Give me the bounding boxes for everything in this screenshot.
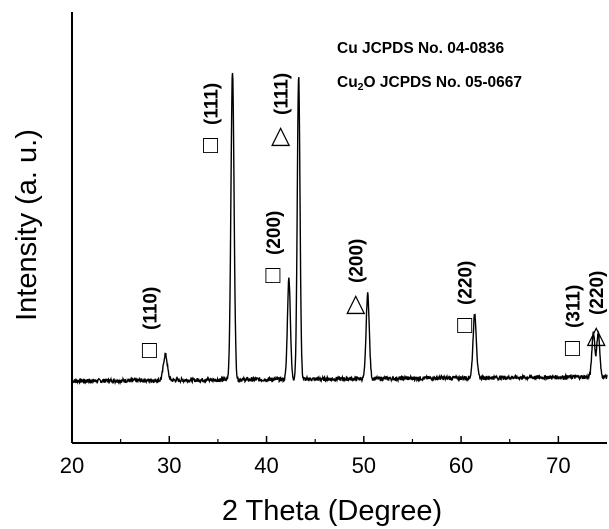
- peak-hkl-label: (220): [456, 261, 477, 305]
- square-marker-icon: □: [265, 261, 281, 289]
- x-axis-title: 2 Theta (Degree): [222, 495, 442, 527]
- peak-annotation: △ (220): [587, 271, 609, 349]
- triangle-marker-icon: △: [271, 121, 291, 149]
- legend-entry: Cu2O JCPDS No. 05-0667: [337, 74, 522, 93]
- triangle-marker-icon: △: [346, 289, 366, 317]
- xrd-series-line: [71, 72, 608, 386]
- square-marker-icon: □: [142, 336, 158, 364]
- peak-annotation: △ (111): [271, 73, 293, 149]
- square-marker-icon: □: [203, 131, 219, 159]
- peak-annotations: □ (110) □ (111) □ (200) △ (111) △ (200) □ (220) □ (31…: [140, 73, 608, 364]
- x-tick-label: 70: [546, 453, 570, 478]
- triangle-marker-icon: △: [587, 321, 607, 349]
- peak-annotation: □ (200): [264, 211, 285, 289]
- peak-hkl-label: (220): [587, 271, 608, 315]
- x-tick-label: 40: [254, 453, 278, 478]
- square-marker-icon: □: [457, 311, 473, 339]
- y-axis-title: Intensity (a. u.): [11, 129, 43, 321]
- square-marker-icon: □: [565, 334, 581, 362]
- legend: Cu JCPDS No. 04-0836 Cu2O JCPDS No. 05-06…: [337, 40, 522, 93]
- peak-hkl-label: (311): [563, 285, 584, 328]
- legend-entry: Cu JCPDS No. 04-0836: [337, 40, 504, 57]
- x-tick-label: 20: [60, 453, 84, 478]
- peak-hkl-label: (110): [140, 287, 161, 330]
- x-tick-label: 50: [352, 453, 376, 478]
- peak-annotation: △ (200): [346, 239, 368, 317]
- plot-area: [71, 12, 608, 444]
- peak-hkl-label: (200): [264, 211, 285, 255]
- x-tick-label: 60: [449, 453, 473, 478]
- x-axis-ticks: 20 30 40 50 60 70: [60, 436, 571, 478]
- peak-annotation: □ (111): [202, 83, 223, 159]
- peak-annotation: □ (110): [140, 287, 161, 364]
- peak-hkl-label: (111): [272, 73, 293, 115]
- peak-hkl-label: (111): [202, 83, 223, 125]
- peak-hkl-label: (200): [347, 239, 368, 283]
- x-tick-label: 30: [157, 453, 181, 478]
- peak-annotation: □ (220): [456, 261, 477, 339]
- peak-annotation: □ (311): [563, 285, 584, 362]
